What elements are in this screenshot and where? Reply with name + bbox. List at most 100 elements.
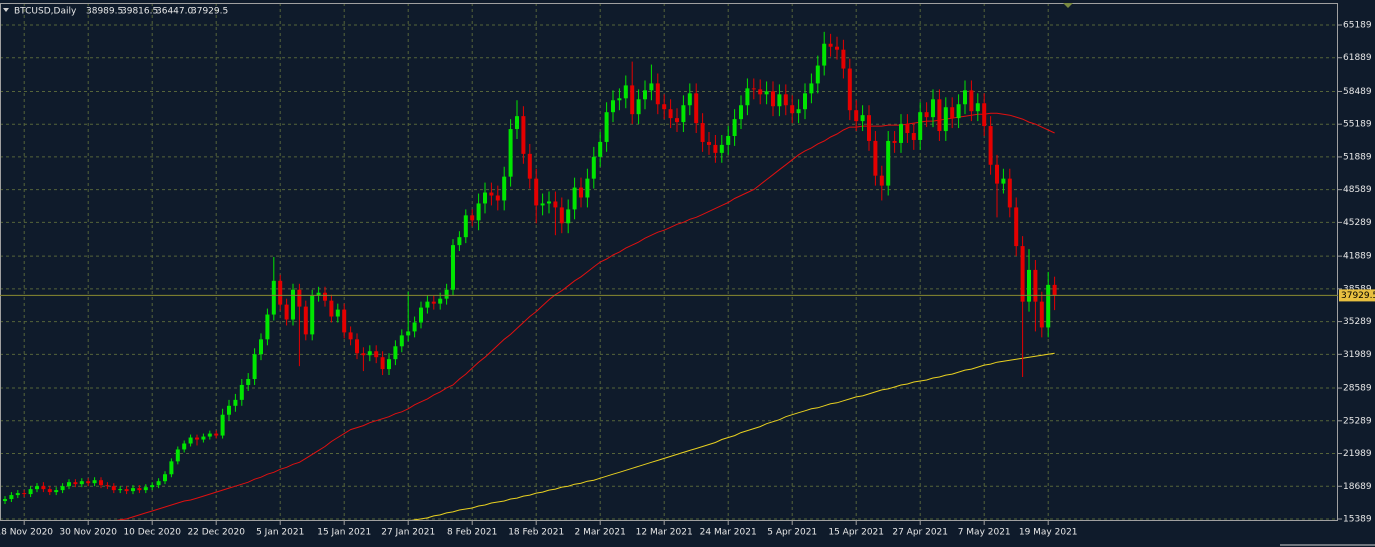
- y-tick-label: 65189: [1343, 21, 1372, 31]
- y-tick-label: 61889: [1343, 53, 1372, 63]
- candle-body: [342, 309, 347, 333]
- candle-body: [751, 88, 756, 90]
- candle-body: [943, 107, 948, 132]
- candle-body: [591, 156, 596, 179]
- candle-body: [137, 488, 142, 491]
- candle-body: [495, 195, 500, 201]
- candle-body: [950, 107, 955, 119]
- candle-body: [963, 90, 967, 105]
- ohlc-low: 36447.0: [156, 7, 193, 17]
- candle-body: [886, 140, 891, 186]
- moving-average: [404, 352, 1055, 521]
- y-tick-label: 38589: [1343, 284, 1372, 294]
- candle-body: [207, 433, 212, 437]
- price-label: 37929.5: [1341, 291, 1375, 301]
- y-tick-label: 18689: [1343, 482, 1372, 492]
- candle-body: [15, 493, 20, 496]
- candle-body: [566, 209, 571, 224]
- x-tick-label: 7 May 2021: [958, 528, 1011, 538]
- candle-body: [502, 176, 507, 201]
- x-tick-label: 12 Mar 2021: [636, 528, 693, 538]
- x-tick-label: 8 Feb 2021: [447, 528, 497, 538]
- candle-body: [259, 339, 263, 355]
- x-tick-label: 5 Jan 2021: [256, 528, 304, 538]
- y-tick-label: 28589: [1343, 384, 1372, 394]
- candle-body: [687, 93, 692, 106]
- candle-body: [822, 43, 827, 66]
- candle-body: [1033, 269, 1038, 302]
- candle-body: [655, 83, 660, 105]
- candle-body: [534, 178, 539, 206]
- candle-body: [643, 90, 647, 100]
- candle-body: [911, 133, 916, 140]
- candle-body: [623, 85, 628, 99]
- candle-body: [867, 115, 871, 141]
- candle-body: [457, 237, 462, 246]
- candle-body: [540, 203, 545, 206]
- candle-body: [809, 83, 814, 94]
- candle-body: [329, 300, 334, 317]
- candle-body: [668, 109, 673, 119]
- candle-body: [438, 298, 443, 304]
- menu-arrow[interactable]: [3, 8, 9, 12]
- candle-body: [745, 88, 750, 106]
- candle-body: [60, 486, 65, 491]
- candle-body: [169, 461, 174, 475]
- header: BTCUSD,Daily 38989.5 39816.5 36447.0 379…: [14, 7, 228, 17]
- candle-body: [739, 105, 743, 120]
- candle-body: [636, 99, 641, 115]
- candle-body: [611, 100, 615, 113]
- candle-body: [783, 94, 788, 106]
- y-tick-label: 51889: [1343, 152, 1372, 162]
- x-tick-label: 22 Dec 2020: [187, 528, 245, 538]
- y-tick-label: 21989: [1343, 449, 1372, 459]
- candle-body: [86, 481, 91, 484]
- candle-body: [227, 405, 231, 415]
- ma-layer: [109, 112, 1055, 521]
- candle-body: [92, 480, 97, 484]
- symbol: BTCUSD,Daily: [14, 7, 77, 17]
- candle-body: [67, 482, 71, 487]
- candle-body: [841, 49, 846, 69]
- candle-body: [617, 98, 622, 101]
- candle-body: [713, 144, 718, 153]
- candle-layer: [3, 31, 1057, 505]
- candle-body: [355, 339, 359, 354]
- candle-body: [559, 207, 564, 224]
- candle-body: [1027, 269, 1031, 302]
- candle-body: [975, 103, 980, 112]
- candle-body: [105, 485, 110, 487]
- candle-body: [489, 192, 494, 196]
- x-tick-label: 18 Feb 2021: [508, 528, 564, 538]
- candle-body: [771, 91, 775, 107]
- candle-body: [380, 357, 385, 370]
- candle-body: [41, 486, 46, 490]
- candle-body: [527, 153, 532, 179]
- y-tick-label: 25289: [1343, 416, 1372, 426]
- candle-body: [982, 103, 987, 127]
- candle-body: [553, 201, 558, 208]
- candle-body: [220, 414, 225, 436]
- price-label-box: [1339, 289, 1375, 302]
- y-tick-label: 45289: [1343, 218, 1372, 228]
- candle-body: [1020, 246, 1025, 302]
- candle-body: [918, 112, 923, 140]
- candle-body: [764, 91, 769, 95]
- ohlc-high: 39816.5: [121, 7, 158, 17]
- candle-body: [124, 489, 129, 492]
- candle-body: [367, 351, 372, 356]
- candle-body: [956, 104, 961, 119]
- candle-body: [604, 112, 609, 142]
- moving-average: [109, 112, 1055, 521]
- candle-body: [1046, 284, 1051, 328]
- candle-body: [681, 105, 686, 123]
- candle-body: [483, 192, 487, 204]
- candle-body: [28, 489, 33, 495]
- x-tick-label: 27 Jan 2021: [381, 528, 435, 538]
- candle-body: [515, 116, 519, 130]
- x-tick-label: 24 Mar 2021: [700, 528, 757, 538]
- candle-body: [905, 124, 910, 134]
- candle-body: [732, 119, 737, 136]
- candle-body: [937, 99, 942, 132]
- candle-body: [323, 292, 327, 301]
